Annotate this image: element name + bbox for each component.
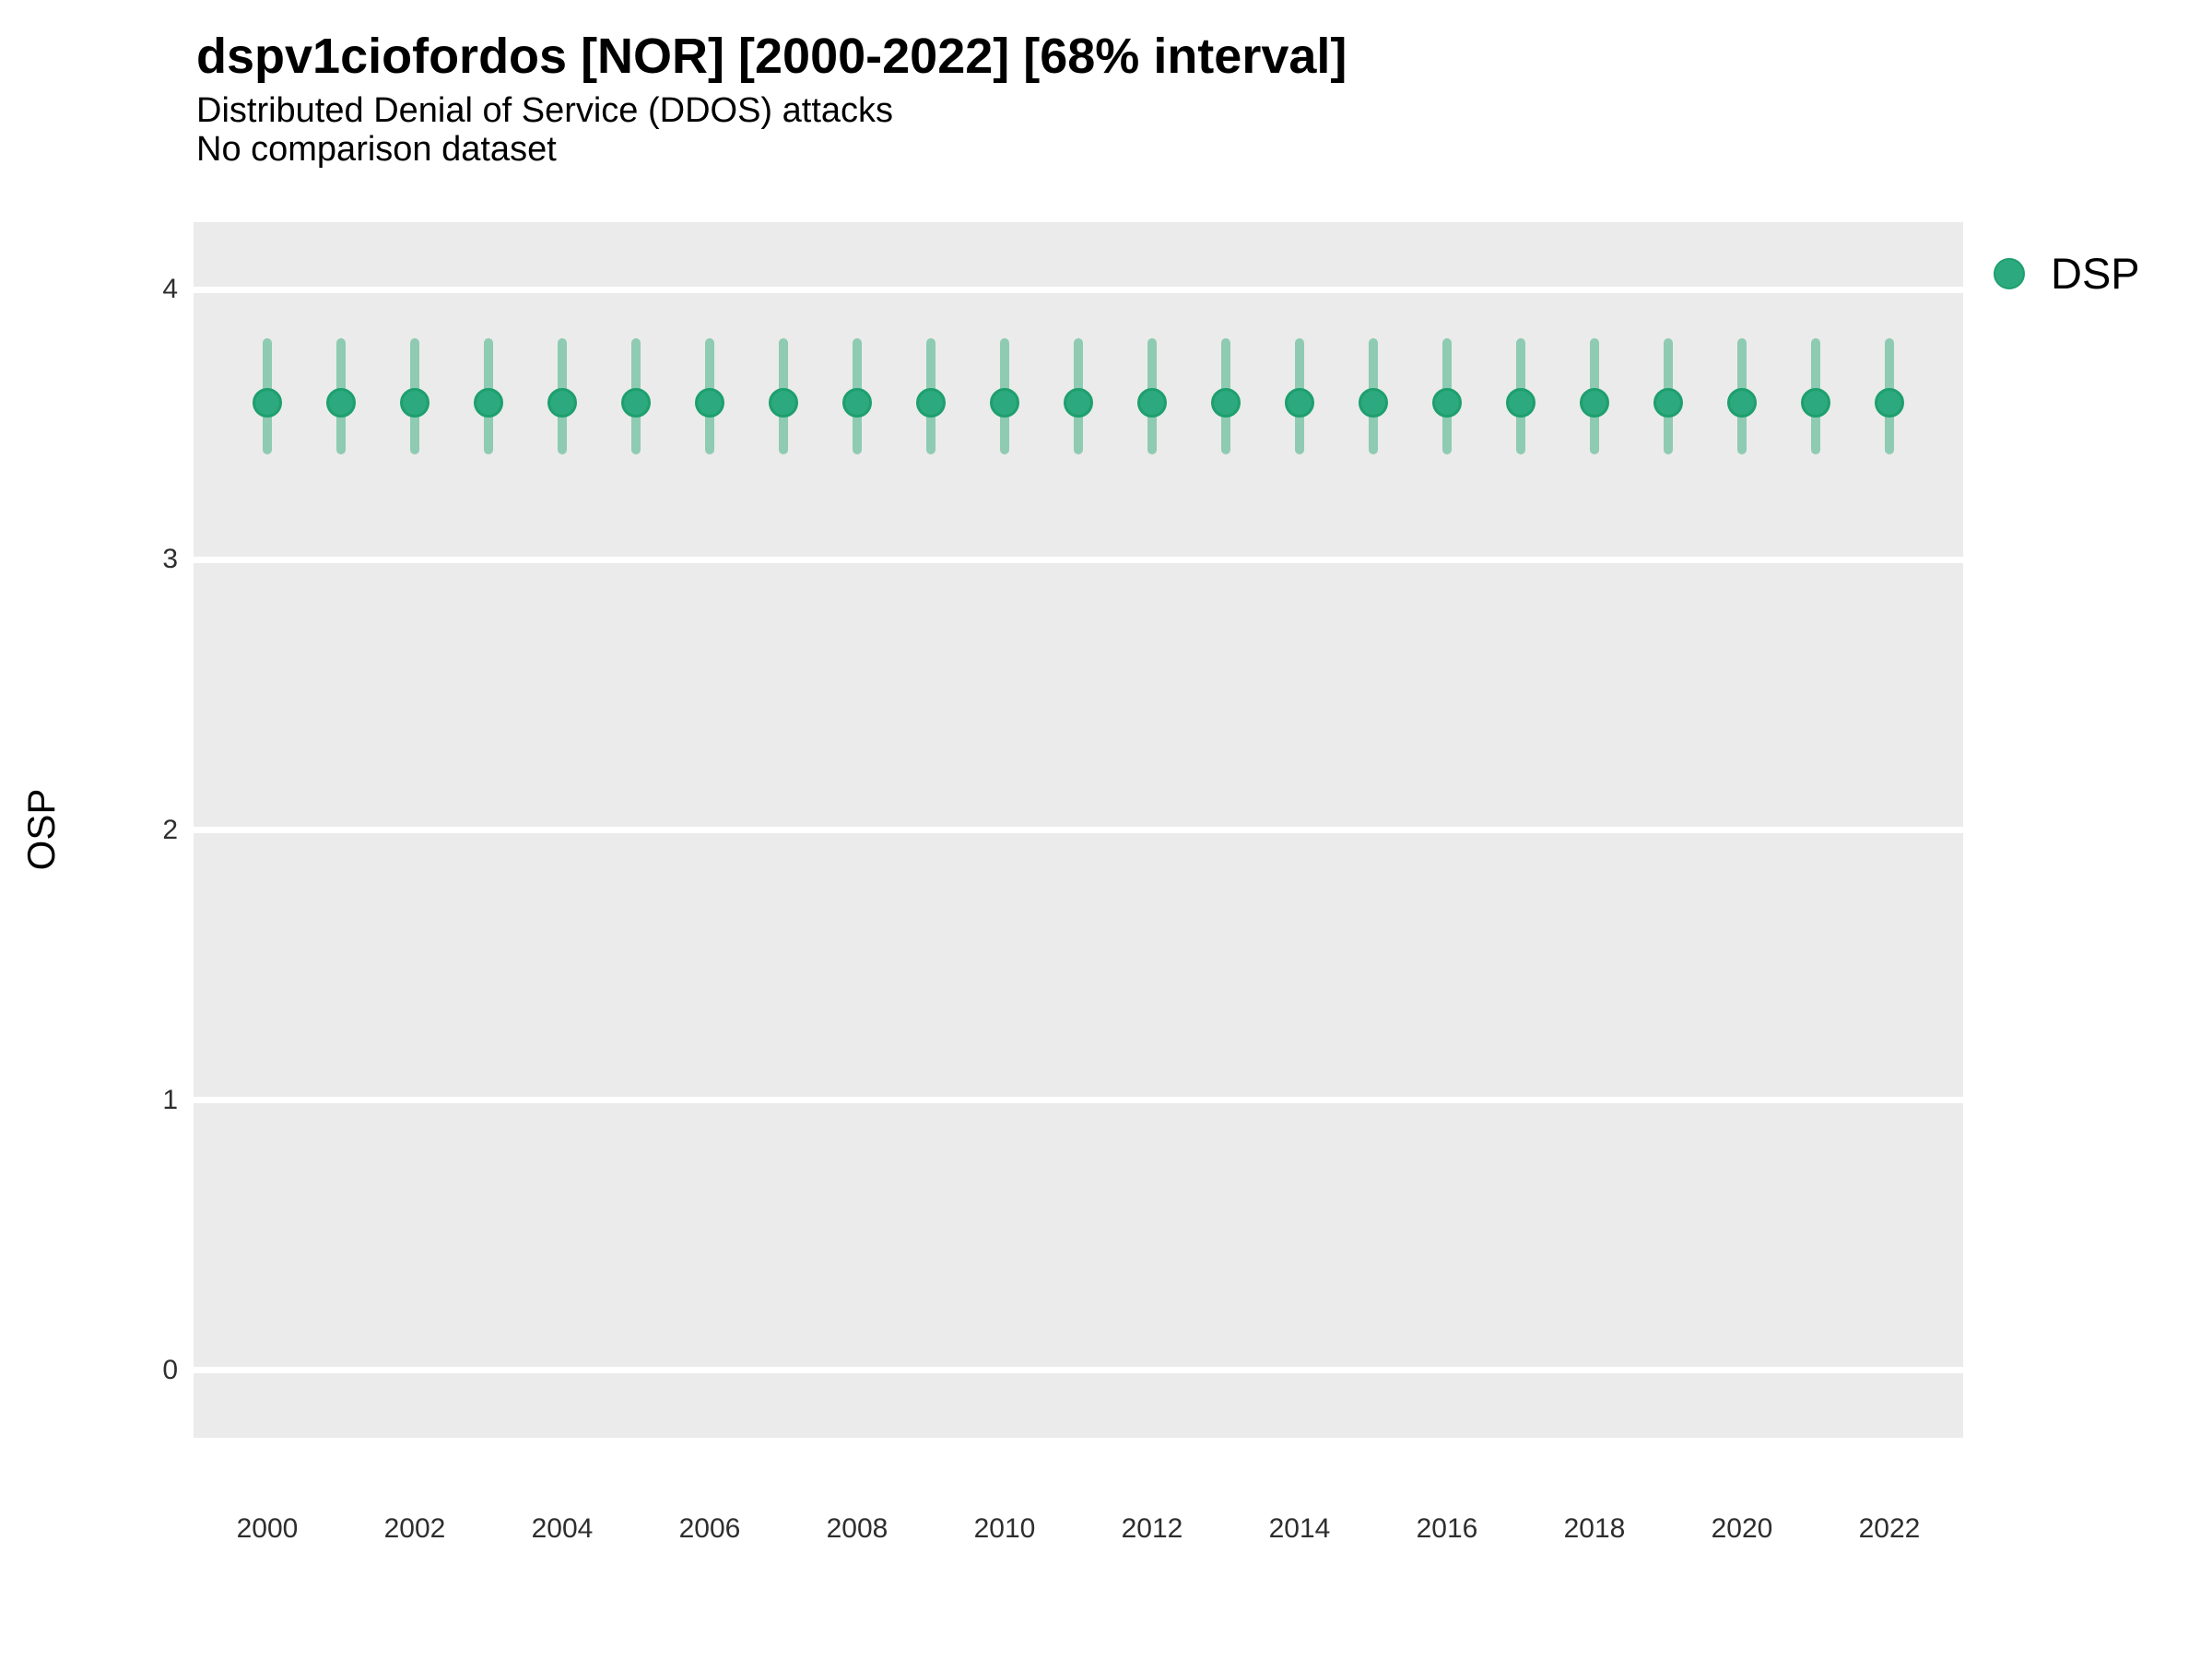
data-point-2022 xyxy=(1875,388,1904,418)
chart-subtitle: Distributed Denial of Service (DDOS) att… xyxy=(196,91,894,130)
x-tick-label: 2000 xyxy=(236,1513,299,1544)
data-point-2011 xyxy=(1064,388,1093,418)
data-point-2020 xyxy=(1727,388,1757,418)
data-point-2013 xyxy=(1211,388,1241,418)
x-tick-label: 2002 xyxy=(383,1513,446,1544)
legend-label: DSP xyxy=(2051,249,2140,298)
data-point-2001 xyxy=(326,388,356,418)
x-tick-label: 2016 xyxy=(1416,1513,1478,1544)
y-tick-label: 3 xyxy=(162,544,178,575)
y-tick-label: 0 xyxy=(162,1354,178,1385)
x-tick-label: 2004 xyxy=(531,1513,594,1544)
data-point-2010 xyxy=(990,388,1019,418)
data-point-2009 xyxy=(916,388,946,418)
data-point-2016 xyxy=(1432,388,1462,418)
data-point-2014 xyxy=(1285,388,1314,418)
data-point-2007 xyxy=(769,388,798,418)
data-point-2002 xyxy=(400,388,429,418)
data-point-2012 xyxy=(1137,388,1167,418)
legend: DSP xyxy=(1994,251,2140,297)
data-point-2008 xyxy=(842,388,872,418)
x-tick-label: 2006 xyxy=(678,1513,741,1544)
data-point-2000 xyxy=(253,388,282,418)
page-title: dspv1ciofordos [NOR] [2000-2022] [68% in… xyxy=(196,29,1347,84)
gridline-y-3 xyxy=(194,556,1963,563)
y-axis-title: OSP xyxy=(19,788,63,871)
data-point-2004 xyxy=(547,388,577,418)
gridline-y-1 xyxy=(194,1097,1963,1104)
data-point-2019 xyxy=(1653,388,1683,418)
gridline-y-0 xyxy=(194,1367,1963,1374)
x-tick-label: 2010 xyxy=(973,1513,1036,1544)
x-tick-label: 2020 xyxy=(1711,1513,1773,1544)
data-point-2018 xyxy=(1580,388,1609,418)
legend-point-icon xyxy=(1994,258,2025,289)
y-tick-label: 2 xyxy=(162,814,178,845)
x-tick-label: 2012 xyxy=(1121,1513,1183,1544)
x-tick-label: 2008 xyxy=(826,1513,888,1544)
plot-panel xyxy=(194,222,1963,1438)
x-tick-label: 2018 xyxy=(1563,1513,1626,1544)
data-point-2017 xyxy=(1506,388,1535,418)
y-tick-label: 4 xyxy=(162,274,178,305)
data-point-2015 xyxy=(1359,388,1388,418)
comparison-note: No comparison dataset xyxy=(196,130,557,169)
x-tick-label: 2022 xyxy=(1858,1513,1921,1544)
data-point-2003 xyxy=(474,388,503,418)
gridline-y-2 xyxy=(194,827,1963,833)
gridline-y-4 xyxy=(194,286,1963,293)
data-point-2006 xyxy=(695,388,724,418)
data-point-2021 xyxy=(1801,388,1830,418)
x-tick-label: 2014 xyxy=(1268,1513,1331,1544)
data-point-2005 xyxy=(621,388,651,418)
y-tick-label: 1 xyxy=(162,1084,178,1115)
